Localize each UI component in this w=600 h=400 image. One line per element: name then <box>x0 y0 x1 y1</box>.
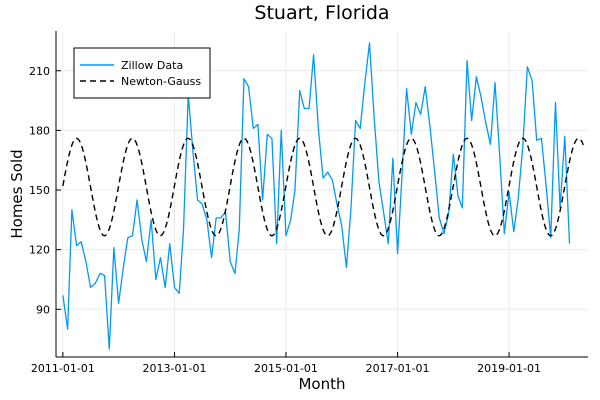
chart-title: Stuart, Florida <box>254 2 389 24</box>
y-tick-label: 120 <box>29 244 50 257</box>
legend-box <box>73 47 211 99</box>
legend-label-newton-gauss: Newton-Gauss <box>121 75 201 88</box>
x-tick-label: 2017-01-01 <box>366 362 430 375</box>
y-tick-label: 150 <box>29 184 50 197</box>
y-tick-label: 90 <box>36 303 50 316</box>
x-axis-label: Month <box>298 375 345 393</box>
series-line-newton-gauss <box>62 137 584 237</box>
x-tick-label: 2013-01-01 <box>143 362 207 375</box>
y-axis-label: Homes Sold <box>8 149 26 238</box>
tick-labels: 2011-01-01 2013-01-01 2015-01-01 2017-01-01… <box>29 65 541 375</box>
x-tick-label: 2015-01-01 <box>254 362 318 375</box>
y-tick-label: 210 <box>29 65 50 78</box>
legend: Zillow Data Newton-Gauss <box>73 47 211 99</box>
grid-lines <box>56 31 588 357</box>
y-tick-label: 180 <box>29 124 50 137</box>
x-tick-label: 2011-01-01 <box>31 362 95 375</box>
plot-area <box>62 42 584 350</box>
legend-label-zillow: Zillow Data <box>121 59 183 72</box>
axes <box>55 31 588 358</box>
x-tick-label: 2019-01-01 <box>477 362 541 375</box>
series-line-zillow-data <box>62 42 571 350</box>
